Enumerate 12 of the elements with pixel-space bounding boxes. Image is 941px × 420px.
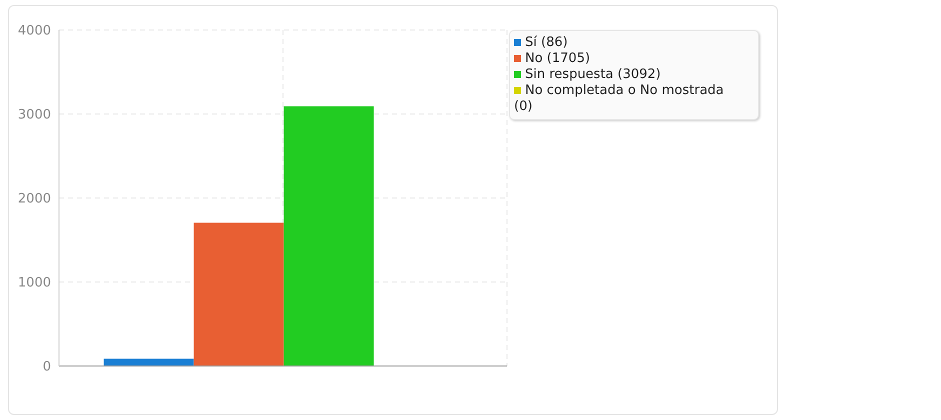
legend-label: Sin respuesta (3092)	[525, 67, 661, 82]
bar	[104, 358, 194, 366]
legend-label: No completada o No mostrada (0)	[514, 83, 724, 114]
legend-label: No (1705)	[525, 51, 590, 66]
legend-label: Sí (86)	[525, 35, 568, 50]
y-tick-label: 1000	[18, 276, 51, 291]
y-tick-label: 4000	[18, 24, 51, 39]
y-tick-label: 2000	[18, 192, 51, 207]
y-tick-label: 0	[42, 360, 51, 375]
y-tick-label: 3000	[18, 108, 51, 123]
bar	[194, 222, 284, 366]
bar	[284, 106, 374, 366]
